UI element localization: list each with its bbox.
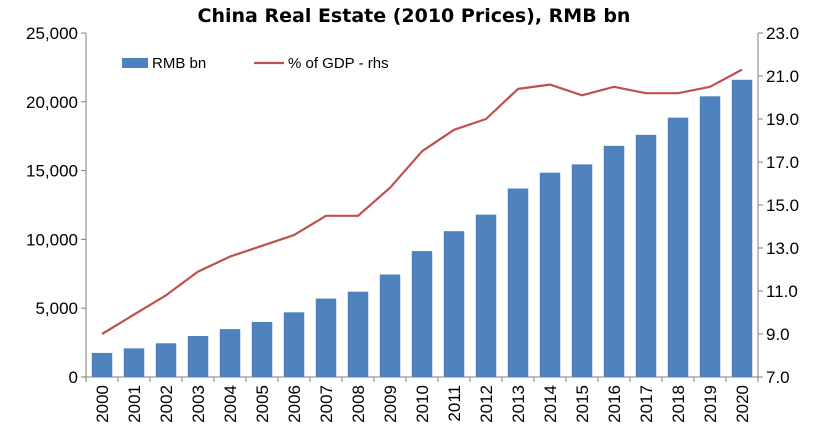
legend-line-label: % of GDP - rhs: [288, 55, 389, 72]
x-tick-label: 2003: [189, 385, 208, 423]
right-tick-label: 11.0: [766, 282, 798, 301]
right-tick-label: 17.0: [766, 153, 799, 172]
x-tick-label: 2000: [93, 385, 112, 423]
x-tick-label: 2013: [509, 385, 528, 423]
x-tick-label: 2011: [445, 385, 464, 422]
x-tick-label: 2017: [637, 385, 656, 423]
x-tick-label: 2012: [477, 385, 496, 423]
bar-2018: [667, 117, 689, 378]
bar-2014: [539, 172, 561, 377]
right-tick-label: 15.0: [766, 196, 799, 215]
x-tick-label: 2002: [157, 385, 176, 423]
bar-2015: [571, 164, 593, 377]
left-tick-label: 25,000: [26, 24, 78, 43]
bar-2003: [187, 335, 209, 377]
bar-2016: [603, 145, 625, 377]
bar-2017: [635, 134, 657, 377]
left-tick-label: 0: [69, 368, 78, 387]
right-tick-label: 7.0: [766, 368, 790, 387]
x-tick-label: 2001: [125, 385, 144, 423]
bar-2019: [699, 96, 721, 378]
right-tick-label: 19.0: [766, 110, 799, 129]
x-tick-label: 2019: [701, 385, 720, 423]
left-tick-label: 20,000: [26, 93, 78, 112]
bar-2004: [219, 329, 241, 377]
x-tick-label: 2004: [221, 385, 240, 423]
bar-2010: [411, 251, 433, 377]
bar-2000: [91, 352, 113, 377]
bar-series: [91, 79, 753, 378]
axes: 0 5,000 10,000 15,000 20,000 25,000 7.0 9.0 11.0…: [26, 24, 799, 423]
bar-2002: [155, 343, 177, 377]
bar-2001: [123, 348, 145, 377]
left-tick-label: 5,000: [35, 299, 78, 318]
bar-2012: [475, 214, 497, 377]
right-tick-label: 23.0: [766, 24, 799, 43]
left-tick-label: 15,000: [26, 162, 78, 181]
bar-2008: [347, 291, 369, 377]
legend: RMB bn % of GDP - rhs: [122, 55, 389, 72]
bar-2009: [379, 274, 401, 377]
bar-2013: [507, 188, 529, 377]
bar-2007: [315, 298, 337, 377]
bar-2011: [443, 231, 465, 377]
x-tick-label: 2014: [541, 385, 560, 423]
x-tick-label: 2016: [605, 385, 624, 423]
x-tick-label: 2009: [381, 385, 400, 423]
bar-2005: [251, 321, 273, 377]
x-tick-label: 2015: [573, 385, 592, 423]
legend-bar-label: RMB bn: [152, 55, 206, 72]
gdp-share-line: [101, 68, 743, 335]
line-series: [101, 68, 743, 335]
x-tick-label: 2010: [413, 385, 432, 423]
bar-2006: [283, 312, 305, 377]
bar-2020: [731, 79, 753, 377]
x-tick-label: 2018: [669, 385, 688, 423]
right-tick-label: 21.0: [766, 67, 799, 86]
legend-bar-swatch: [122, 58, 148, 68]
right-tick-label: 9.0: [766, 325, 790, 344]
chart-title: China Real Estate (2010 Prices), RMB bn: [198, 5, 631, 27]
x-tick-label: 2007: [317, 385, 336, 423]
x-tick-label: 2005: [253, 385, 272, 423]
x-tick-label: 2006: [285, 385, 304, 423]
left-tick-label: 10,000: [26, 230, 78, 249]
right-tick-label: 13.0: [766, 239, 799, 258]
x-tick-label: 2008: [349, 385, 368, 423]
x-tick-label: 2020: [733, 385, 752, 423]
